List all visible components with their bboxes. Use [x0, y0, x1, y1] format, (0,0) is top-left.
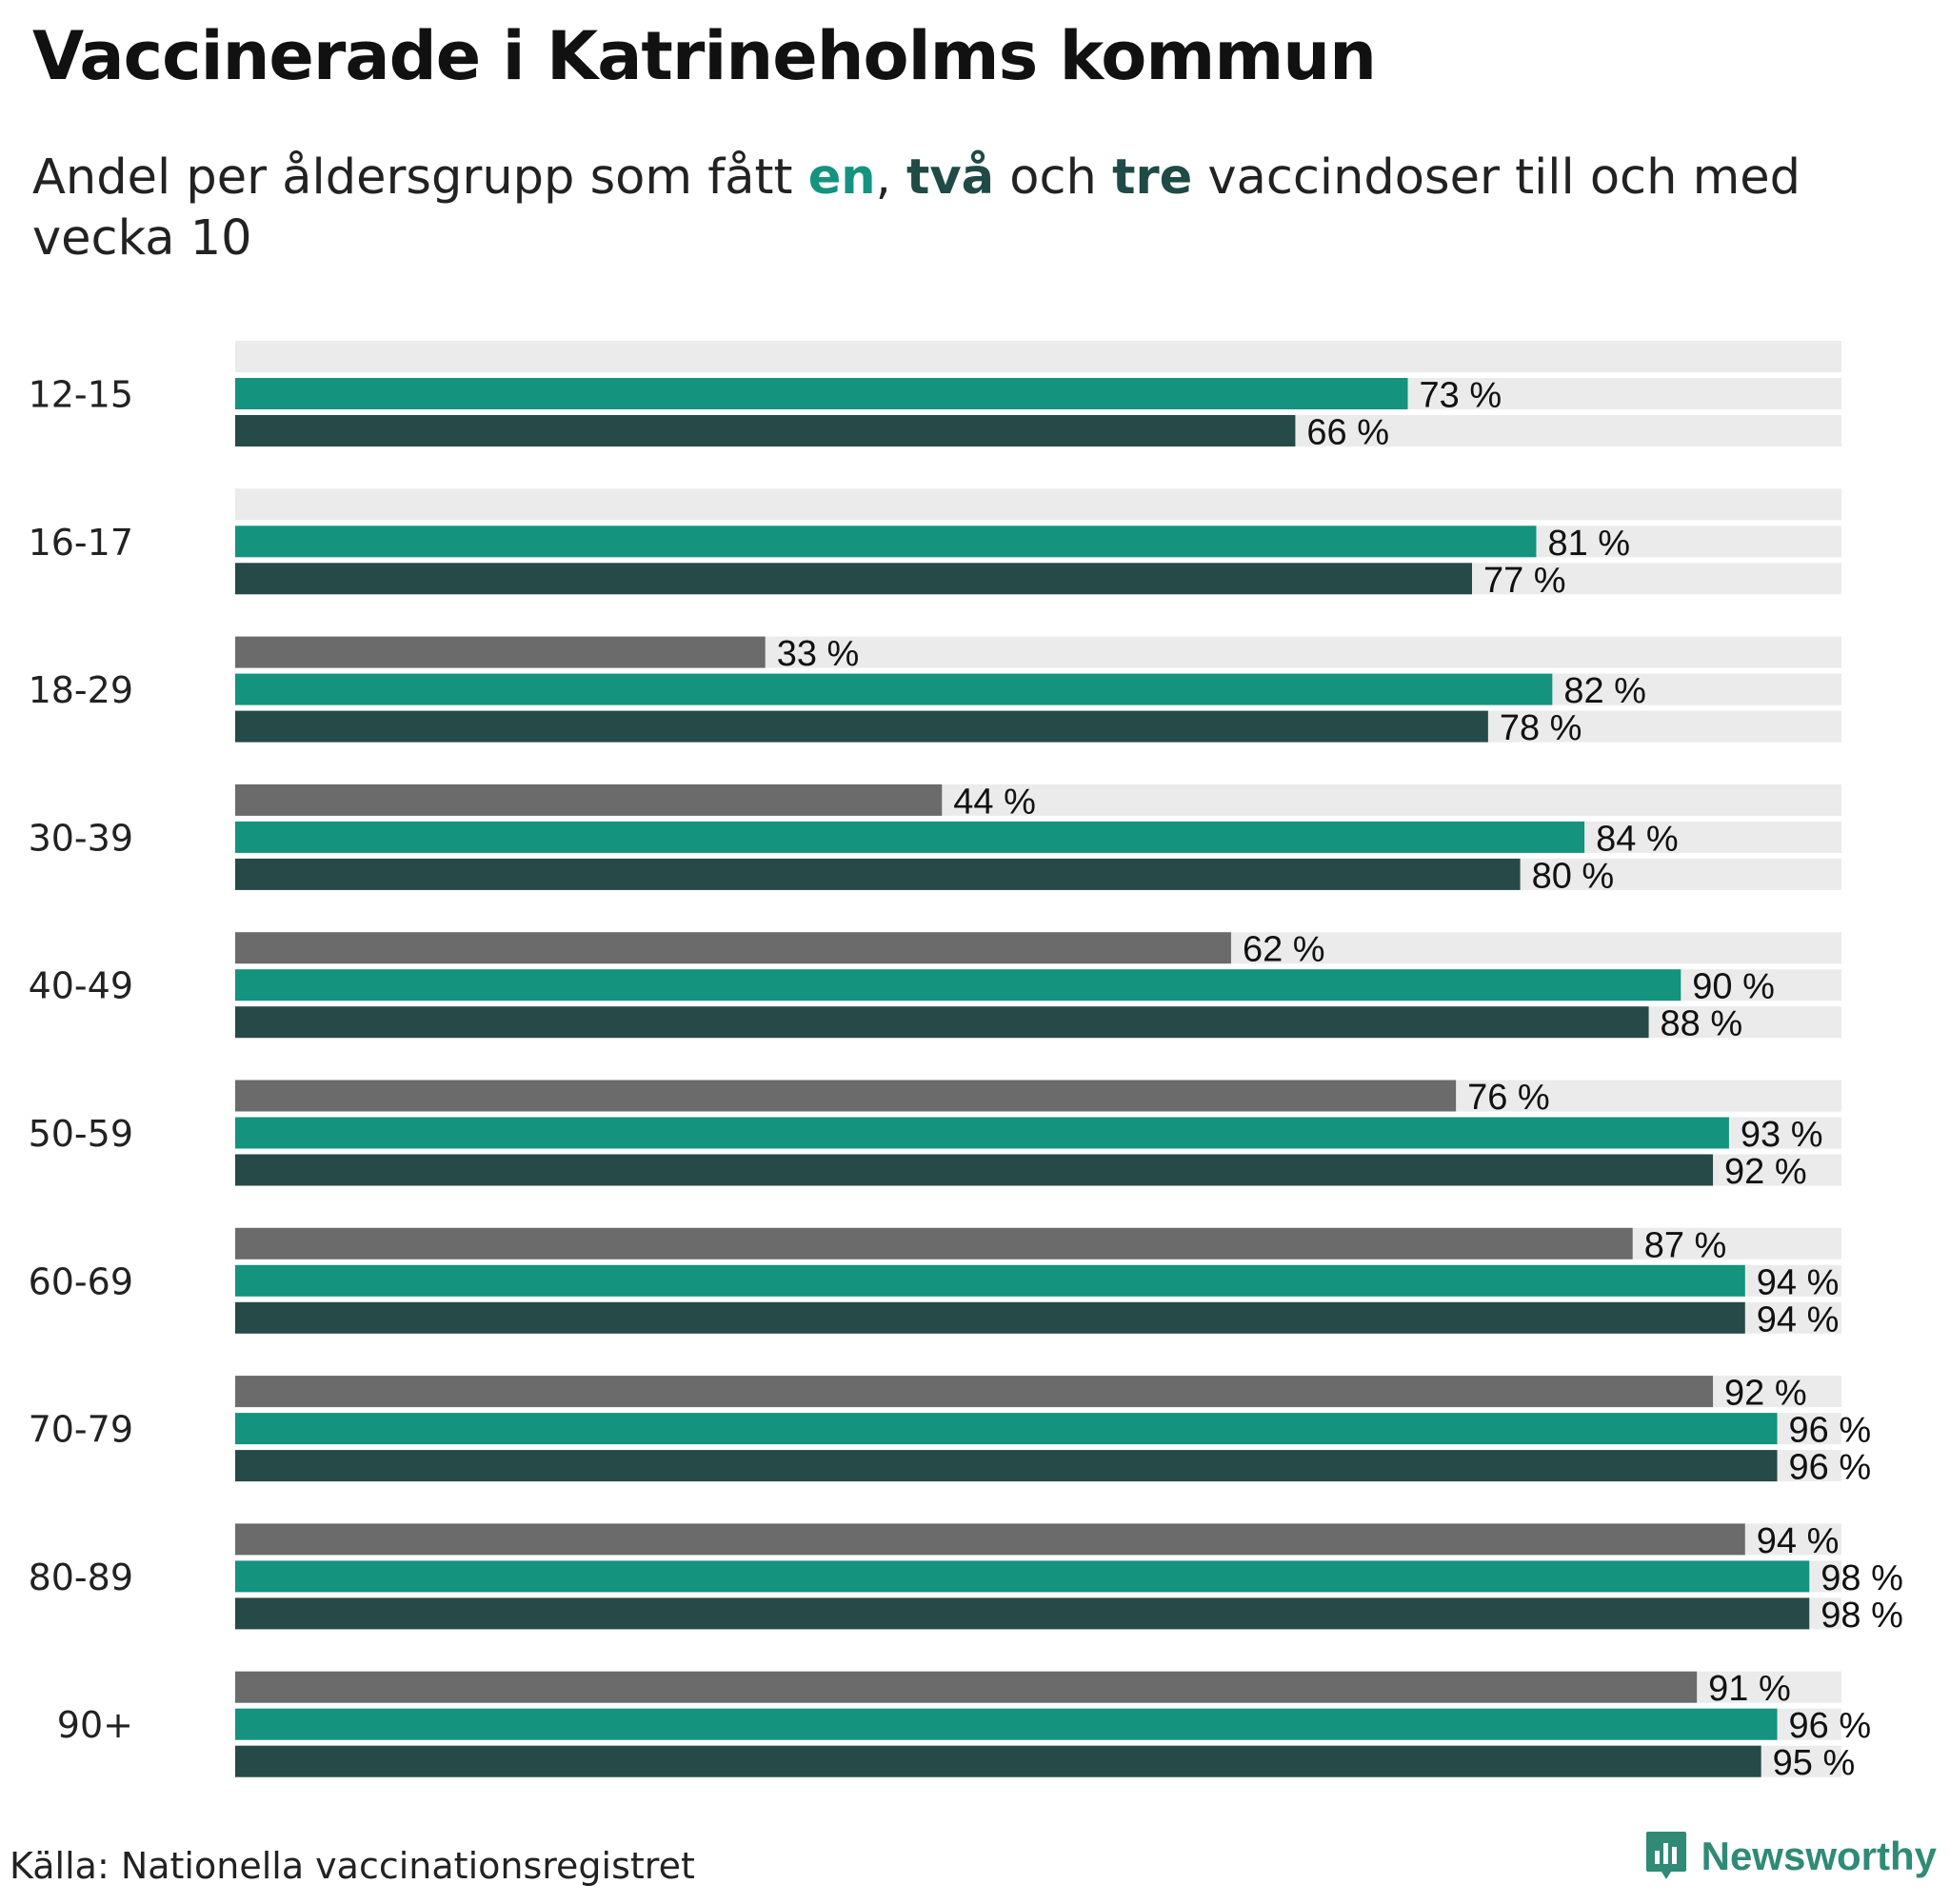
category-label: 12-15 — [29, 374, 133, 416]
bar-två — [235, 1450, 1778, 1482]
data-label: 94 % — [1757, 1299, 1840, 1339]
data-label: 81 % — [1547, 524, 1630, 564]
bar-tre — [235, 1523, 1745, 1556]
category-label: 30-39 — [29, 817, 133, 859]
category-label: 60-69 — [29, 1260, 133, 1302]
data-label: 33 % — [777, 634, 860, 674]
bar-tre — [235, 932, 1231, 964]
data-label: 90 % — [1692, 967, 1775, 1007]
data-label: 62 % — [1243, 930, 1325, 970]
data-label: 80 % — [1532, 856, 1615, 896]
data-label: 91 % — [1708, 1669, 1791, 1709]
data-label: 84 % — [1596, 819, 1679, 859]
bar-två — [235, 1301, 1745, 1334]
data-label: 77 % — [1483, 561, 1566, 601]
bar-en — [235, 1708, 1778, 1740]
bar-en — [235, 526, 1537, 558]
data-label: 92 % — [1724, 1374, 1807, 1414]
data-label: 98 % — [1821, 1596, 1903, 1636]
subtitle-keyword-tre: tre — [1112, 149, 1193, 206]
bar-två — [235, 415, 1296, 446]
category-label: 70-79 — [29, 1409, 133, 1451]
category-label: 40-49 — [29, 965, 133, 1007]
data-label: 78 % — [1500, 708, 1582, 748]
bar-två — [235, 1154, 1714, 1186]
bar-två — [235, 710, 1488, 743]
chart-title: Vaccinerade i Katrineholms kommun — [32, 17, 1377, 95]
bar-tre — [235, 1227, 1633, 1259]
data-label: 94 % — [1757, 1262, 1840, 1302]
subtitle-keyword-en: en — [807, 149, 876, 206]
category-label: 90+ — [57, 1704, 133, 1746]
bar-en — [235, 1264, 1745, 1297]
bar-en — [235, 821, 1585, 853]
subtitle-sep-2: och — [994, 149, 1113, 206]
category-label: 50-59 — [29, 1113, 133, 1155]
bar-en — [235, 1413, 1778, 1445]
category-label: 80-89 — [29, 1557, 133, 1598]
data-label: 92 % — [1724, 1152, 1807, 1192]
data-label: 82 % — [1563, 671, 1646, 711]
data-label: 94 % — [1757, 1521, 1840, 1561]
subtitle-keyword-tva: två — [906, 149, 995, 206]
data-label: 87 % — [1644, 1225, 1727, 1265]
subtitle-sep-1: , — [875, 149, 907, 206]
category-label: 16-17 — [29, 522, 133, 564]
brand-name: Newsworthy — [1701, 1834, 1937, 1878]
data-label: 98 % — [1821, 1558, 1903, 1598]
bar-tre — [235, 1376, 1714, 1408]
bar-två — [235, 563, 1472, 595]
bar-två — [235, 858, 1521, 890]
bar-två — [235, 1597, 1810, 1630]
bar-track — [235, 341, 1841, 372]
data-label: 93 % — [1741, 1115, 1823, 1155]
category-label: 18-29 — [29, 669, 133, 711]
brand-logo: Newsworthy — [1644, 1830, 1937, 1883]
bar-en — [235, 673, 1553, 705]
bar-en — [235, 969, 1681, 1002]
bar-en — [235, 1560, 1810, 1593]
bar-en — [235, 378, 1408, 409]
bar-två — [235, 1006, 1649, 1039]
data-label: 66 % — [1306, 413, 1389, 453]
subtitle-text-before: Andel per åldersgrupp som fått — [32, 149, 808, 206]
chart-subtitle: Andel per åldersgrupp som fått en, två o… — [32, 148, 1841, 269]
source-note: Källa: Nationella vaccinationsregistret — [10, 1845, 695, 1887]
data-label: 44 % — [953, 782, 1036, 822]
bar-två — [235, 1745, 1761, 1777]
bar-tre — [235, 783, 943, 816]
data-label: 96 % — [1789, 1448, 1872, 1488]
data-label: 73 % — [1420, 376, 1502, 416]
bar-chart-logo-icon — [1645, 1832, 1686, 1879]
data-label: 96 % — [1789, 1706, 1872, 1746]
data-label: 96 % — [1789, 1411, 1872, 1451]
data-label: 76 % — [1467, 1078, 1550, 1118]
data-label: 95 % — [1773, 1743, 1856, 1783]
bar-tre — [235, 1671, 1698, 1703]
bar-en — [235, 1117, 1729, 1149]
data-label: 88 % — [1661, 1004, 1743, 1044]
bar-tre — [235, 636, 766, 668]
bar-tre — [235, 1080, 1457, 1112]
bar-track — [235, 488, 1841, 521]
subtitle-text-after: vaccindoser till och med vecka 10 — [32, 149, 1801, 267]
